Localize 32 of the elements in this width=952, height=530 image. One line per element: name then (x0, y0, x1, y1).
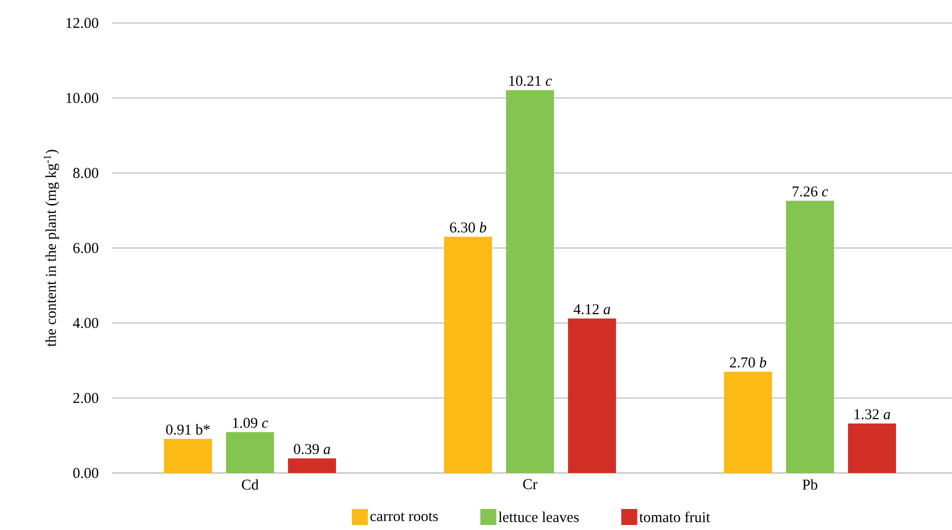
bar (226, 432, 274, 473)
legend-label: carrot roots (370, 512, 438, 522)
bar (848, 424, 896, 473)
data-label: 1.09 c (233, 418, 268, 428)
x-tick-label: Pb (802, 479, 818, 490)
y-axis-title: the content in the plant (mg kg$^{-1}$) (44, 150, 60, 347)
y-tick-label: 10.00 (66, 92, 98, 104)
x-tick-label: Cr (523, 479, 538, 490)
x-tick-label: Cd (242, 479, 259, 490)
bar (786, 200, 834, 473)
data-label: 1.32 a (854, 409, 890, 420)
bar (506, 90, 554, 473)
bar (724, 372, 772, 473)
data-label: 0.39 a (294, 444, 330, 454)
legend-label: tomato fruit (639, 512, 710, 522)
bar (164, 438, 212, 473)
data-label: 10.21 c (509, 76, 552, 86)
bar (444, 236, 492, 473)
y-tick-label: 2.00 (73, 392, 98, 404)
data-label: 2.70 b (730, 356, 766, 368)
y-tick-label: 0.00 (73, 468, 98, 478)
y-tick-label: 12.00 (66, 18, 98, 28)
bar (568, 318, 616, 473)
y-tick-label: 4.00 (72, 318, 98, 328)
y-tick-label: 8.00 (73, 168, 98, 178)
data-label: 0.91 b* (166, 424, 210, 435)
data-label: 7.26 c (792, 186, 828, 197)
legend-label: lettuce leaves (498, 512, 579, 522)
data-label: 4.12 a (574, 304, 610, 314)
data-label: 6.30 b (450, 222, 486, 233)
y-tick-label: 6.00 (73, 242, 98, 254)
bar (288, 458, 336, 473)
